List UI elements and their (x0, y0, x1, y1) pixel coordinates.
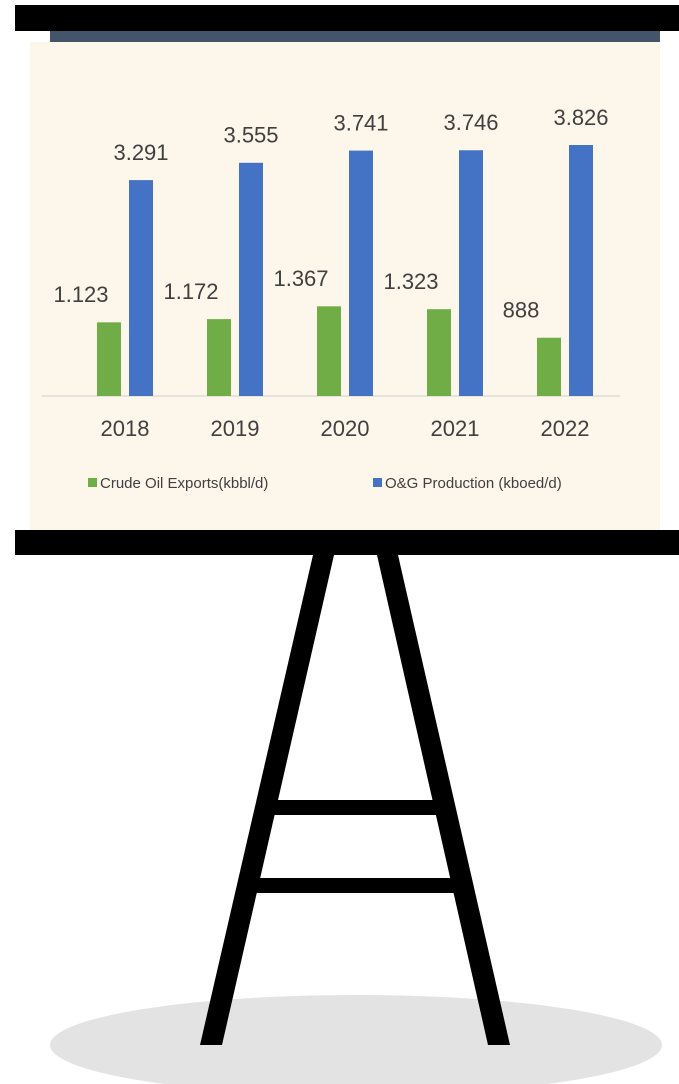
bottom-bar (15, 530, 679, 555)
value-label: 1.172 (163, 279, 218, 304)
value-label: 1.123 (53, 282, 108, 307)
bar (459, 150, 483, 396)
x-tick-label: 2020 (321, 416, 370, 441)
easel-crossbar (252, 878, 457, 893)
bar (207, 319, 231, 396)
value-label: 1.323 (383, 269, 438, 294)
value-label: 3.555 (223, 123, 278, 148)
x-tick-label: 2018 (101, 416, 150, 441)
value-label: 3.291 (113, 140, 168, 165)
top-bar (15, 5, 679, 31)
bar (349, 150, 373, 396)
legend-label: Crude Oil Exports(kbbl/d) (100, 475, 268, 492)
easel-leg (377, 555, 510, 1045)
value-label: 3.826 (553, 105, 608, 130)
board-strip (50, 30, 660, 42)
x-tick-label: 2019 (211, 416, 260, 441)
bar (239, 162, 263, 396)
x-tick-label: 2022 (541, 416, 590, 441)
x-tick-label: 2021 (431, 416, 480, 441)
legend-label: O&G Production (kboed/d) (385, 475, 562, 492)
value-label: 1.367 (273, 266, 328, 291)
easel-leg (200, 555, 334, 1045)
bar (97, 322, 121, 396)
bar (427, 309, 451, 396)
value-label: 3.746 (443, 110, 498, 135)
value-label: 888 (503, 298, 540, 323)
legend-swatch (373, 478, 382, 487)
plot: 2018 1.123 3.291 2019 1.172 3.555 2020 1.367 3.7… (53, 105, 608, 492)
bar (129, 180, 153, 396)
value-label: 3.741 (333, 110, 388, 135)
bar (569, 145, 593, 396)
bar (317, 306, 341, 396)
floor-shadow (50, 995, 662, 1084)
easel-crossbar (270, 800, 440, 815)
legend-swatch (88, 478, 97, 487)
bar (537, 337, 561, 396)
